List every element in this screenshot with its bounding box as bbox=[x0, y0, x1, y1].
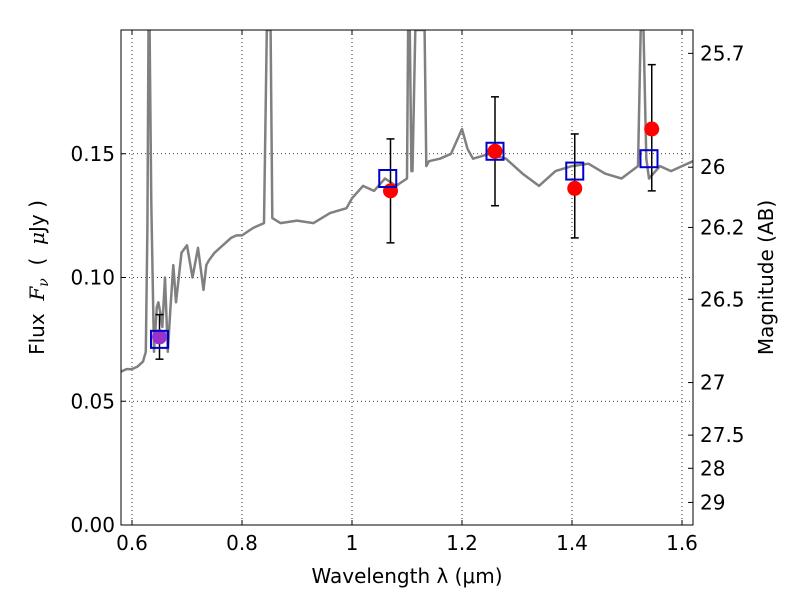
model-point bbox=[485, 141, 505, 161]
magnitude-tick-label: 27 bbox=[700, 371, 725, 395]
y-tick-label: 0.15 bbox=[70, 142, 115, 166]
grid-lines bbox=[121, 30, 693, 525]
observed-point bbox=[152, 329, 167, 345]
y-axis-label-paren: ( bbox=[25, 245, 49, 278]
magnitude-axis-ticks: 25.7 26 26.2 26.5 27 27.5 28 29 bbox=[688, 41, 745, 514]
observed-point bbox=[644, 121, 660, 137]
magnitude-tick-label: 26.2 bbox=[700, 215, 745, 239]
model-point bbox=[378, 169, 398, 188]
y-axis-label-subscript: ν bbox=[36, 278, 52, 287]
y-axis-label-mu: μ bbox=[25, 232, 49, 245]
magnitude-tick-label: 29 bbox=[700, 490, 725, 514]
y-axis-label-prefix: Flux bbox=[25, 301, 49, 355]
magnitude-tick-label: 26 bbox=[700, 155, 725, 179]
y-tick-label: 0.10 bbox=[70, 266, 115, 290]
magnitude-tick-label: 26.5 bbox=[700, 287, 745, 311]
model-point bbox=[150, 329, 169, 349]
y-axis-label-symbol: F bbox=[25, 286, 49, 302]
x-tick-label: 0.8 bbox=[226, 531, 258, 555]
y-tick-label: 0.00 bbox=[70, 513, 115, 537]
y-axis-ticks: 0.00 0.05 0.10 0.15 bbox=[70, 142, 126, 537]
model-spectrum-line bbox=[121, 30, 693, 373]
x-tick-label: 1.2 bbox=[446, 531, 478, 555]
x-axis-label: Wavelength λ (μm) bbox=[311, 564, 502, 588]
observed-point bbox=[487, 143, 503, 159]
x-axis-ticks: 0.6 0.8 1 1.2 1.4 1.6 bbox=[116, 30, 698, 555]
y-axis-label-unit: Jy ) bbox=[25, 200, 49, 234]
observed-point bbox=[567, 180, 583, 196]
magnitude-tick-label: 27.5 bbox=[700, 423, 745, 447]
points-layer bbox=[150, 121, 660, 349]
x-tick-label: 1.6 bbox=[666, 531, 698, 555]
x-tick-label: 0.6 bbox=[116, 531, 148, 555]
magnitude-tick-label: 25.7 bbox=[700, 41, 745, 65]
magnitude-tick-label: 28 bbox=[700, 456, 725, 480]
spectrum-layer bbox=[121, 30, 693, 373]
errorbar-layer bbox=[155, 63, 656, 360]
x-tick-label: 1.4 bbox=[556, 531, 588, 555]
x-tick-label: 1 bbox=[346, 531, 359, 555]
y-axis-label: Flux Fν ( μJy ) bbox=[25, 200, 52, 355]
model-point bbox=[565, 161, 585, 181]
y-tick-label: 0.05 bbox=[70, 389, 115, 413]
magnitude-axis-label: Magnitude (AB) bbox=[754, 200, 778, 355]
model-point bbox=[639, 149, 659, 169]
